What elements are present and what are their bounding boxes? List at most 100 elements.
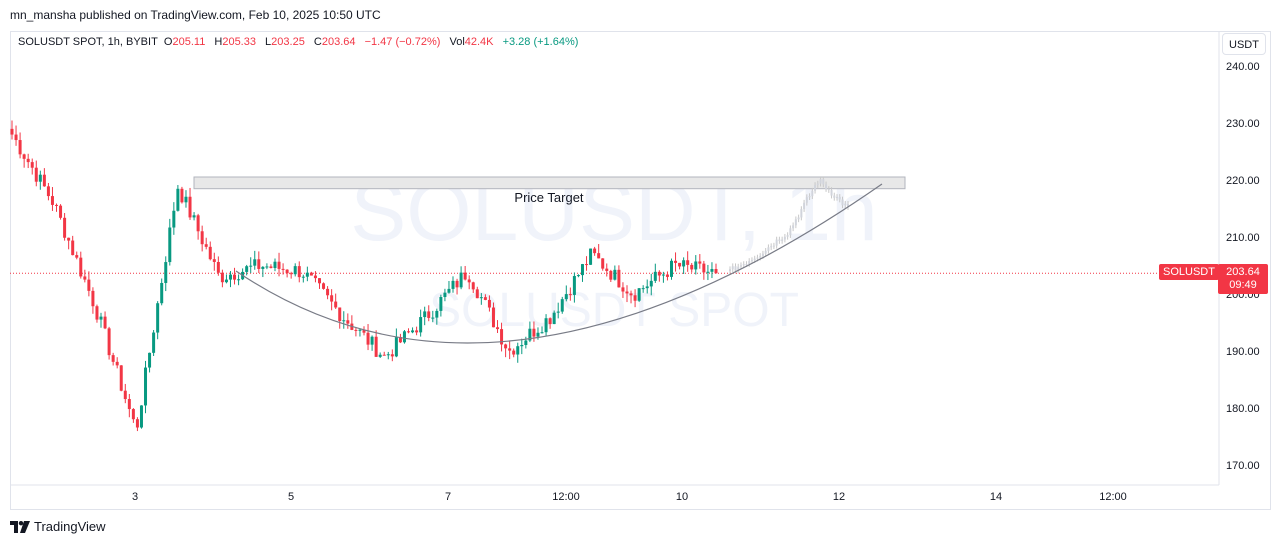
legend-close: 203.64 [321, 36, 356, 48]
candle-body [682, 260, 686, 267]
candle-body [26, 158, 30, 163]
candle-body [431, 317, 435, 319]
legend-low-label: L [265, 36, 272, 48]
candle-body [148, 352, 152, 368]
candle-body [661, 274, 665, 276]
candle-body [269, 266, 273, 268]
candle-body [487, 299, 491, 308]
legend-symbol[interactable]: SOLUSDT SPOT, 1h, BYBIT [18, 36, 158, 48]
candle-body [625, 291, 629, 294]
candle-body [394, 337, 398, 357]
candle-body [144, 367, 148, 406]
candle-body [690, 264, 694, 270]
candle-body [568, 294, 572, 296]
candle-body [496, 327, 500, 330]
candle-body [382, 354, 386, 356]
candle-body [233, 274, 237, 280]
candle-body [459, 272, 463, 288]
candle-body [508, 348, 512, 351]
legend-open-label: O [163, 36, 173, 48]
y-tick-label: 220.00 [1226, 175, 1260, 187]
candle-body [188, 196, 192, 218]
candle-body [398, 337, 402, 343]
legend-vol: 42.4K [464, 36, 494, 48]
chart-frame [10, 31, 1271, 510]
candle-body [411, 330, 415, 333]
currency-button[interactable]: USDT [1222, 33, 1266, 55]
projection-body [759, 255, 762, 258]
y-tick-label: 230.00 [1226, 118, 1260, 130]
candle-body [358, 329, 362, 331]
candle-body [512, 350, 516, 355]
projection-body [805, 197, 808, 203]
candle-body [593, 248, 597, 254]
price-target-label: Price Target [514, 190, 584, 205]
candle-body [87, 279, 91, 291]
projection-body [753, 258, 756, 261]
projection-body [778, 239, 781, 241]
candle-body [123, 390, 127, 400]
candle-body [564, 294, 568, 300]
projection-body [739, 265, 742, 267]
x-tick-label: 12:00 [1099, 491, 1127, 503]
rounded-bottom-arc [235, 183, 883, 344]
tradingview-logo[interactable]: TradingView [10, 519, 106, 534]
candle-body [572, 276, 576, 295]
candle-body [467, 279, 471, 283]
candle-body [208, 246, 212, 260]
candle-body [605, 268, 609, 271]
candle-body [580, 264, 584, 276]
candle-body [504, 344, 508, 349]
candle-body [14, 134, 18, 141]
projection-body [775, 239, 778, 246]
tradingview-logo-icon [10, 520, 30, 533]
candle-body [451, 280, 455, 289]
candle-body [216, 261, 220, 273]
projection-body [742, 264, 745, 266]
projection-body [789, 228, 792, 236]
candle-body [601, 258, 605, 269]
candle-body [528, 328, 532, 341]
projection-body [770, 246, 773, 248]
candle-body [301, 276, 305, 278]
candle-body [42, 174, 46, 187]
last-price-value: 203.64 [1226, 266, 1260, 278]
candle-body [609, 270, 613, 280]
candle-body [228, 274, 232, 280]
candle-body [253, 259, 257, 266]
projection-body [786, 235, 789, 237]
candle-body [536, 332, 540, 337]
candle-body [172, 210, 176, 228]
projection-body [756, 257, 759, 259]
projection-body [825, 184, 828, 190]
candle-body [560, 299, 564, 312]
projection-body [808, 196, 811, 198]
candle-body [152, 332, 156, 353]
candle-body [633, 295, 637, 301]
legend-close-label: C [313, 36, 322, 48]
candle-body [390, 354, 394, 357]
candle-body [471, 282, 475, 290]
candle-body [285, 269, 289, 274]
y-tick-label: 190.00 [1226, 346, 1260, 358]
x-tick-label: 7 [445, 491, 451, 503]
candle-body [520, 344, 524, 347]
candle-body [79, 257, 83, 277]
projection-body [794, 219, 797, 226]
candle-body [443, 292, 447, 298]
bar-countdown: 09:49 [1229, 279, 1257, 291]
candle-body [694, 261, 698, 270]
candle-body [576, 275, 580, 277]
candle-body [447, 288, 451, 293]
projection-body [745, 264, 748, 266]
projection-body [767, 247, 770, 251]
candle-body [678, 262, 682, 267]
candle-body [354, 329, 358, 331]
candle-body [322, 283, 326, 289]
candle-body [621, 287, 625, 292]
legend-open: 205.11 [172, 36, 206, 48]
candle-body [338, 307, 342, 322]
projection-body [764, 250, 767, 254]
candle-body [589, 248, 593, 265]
